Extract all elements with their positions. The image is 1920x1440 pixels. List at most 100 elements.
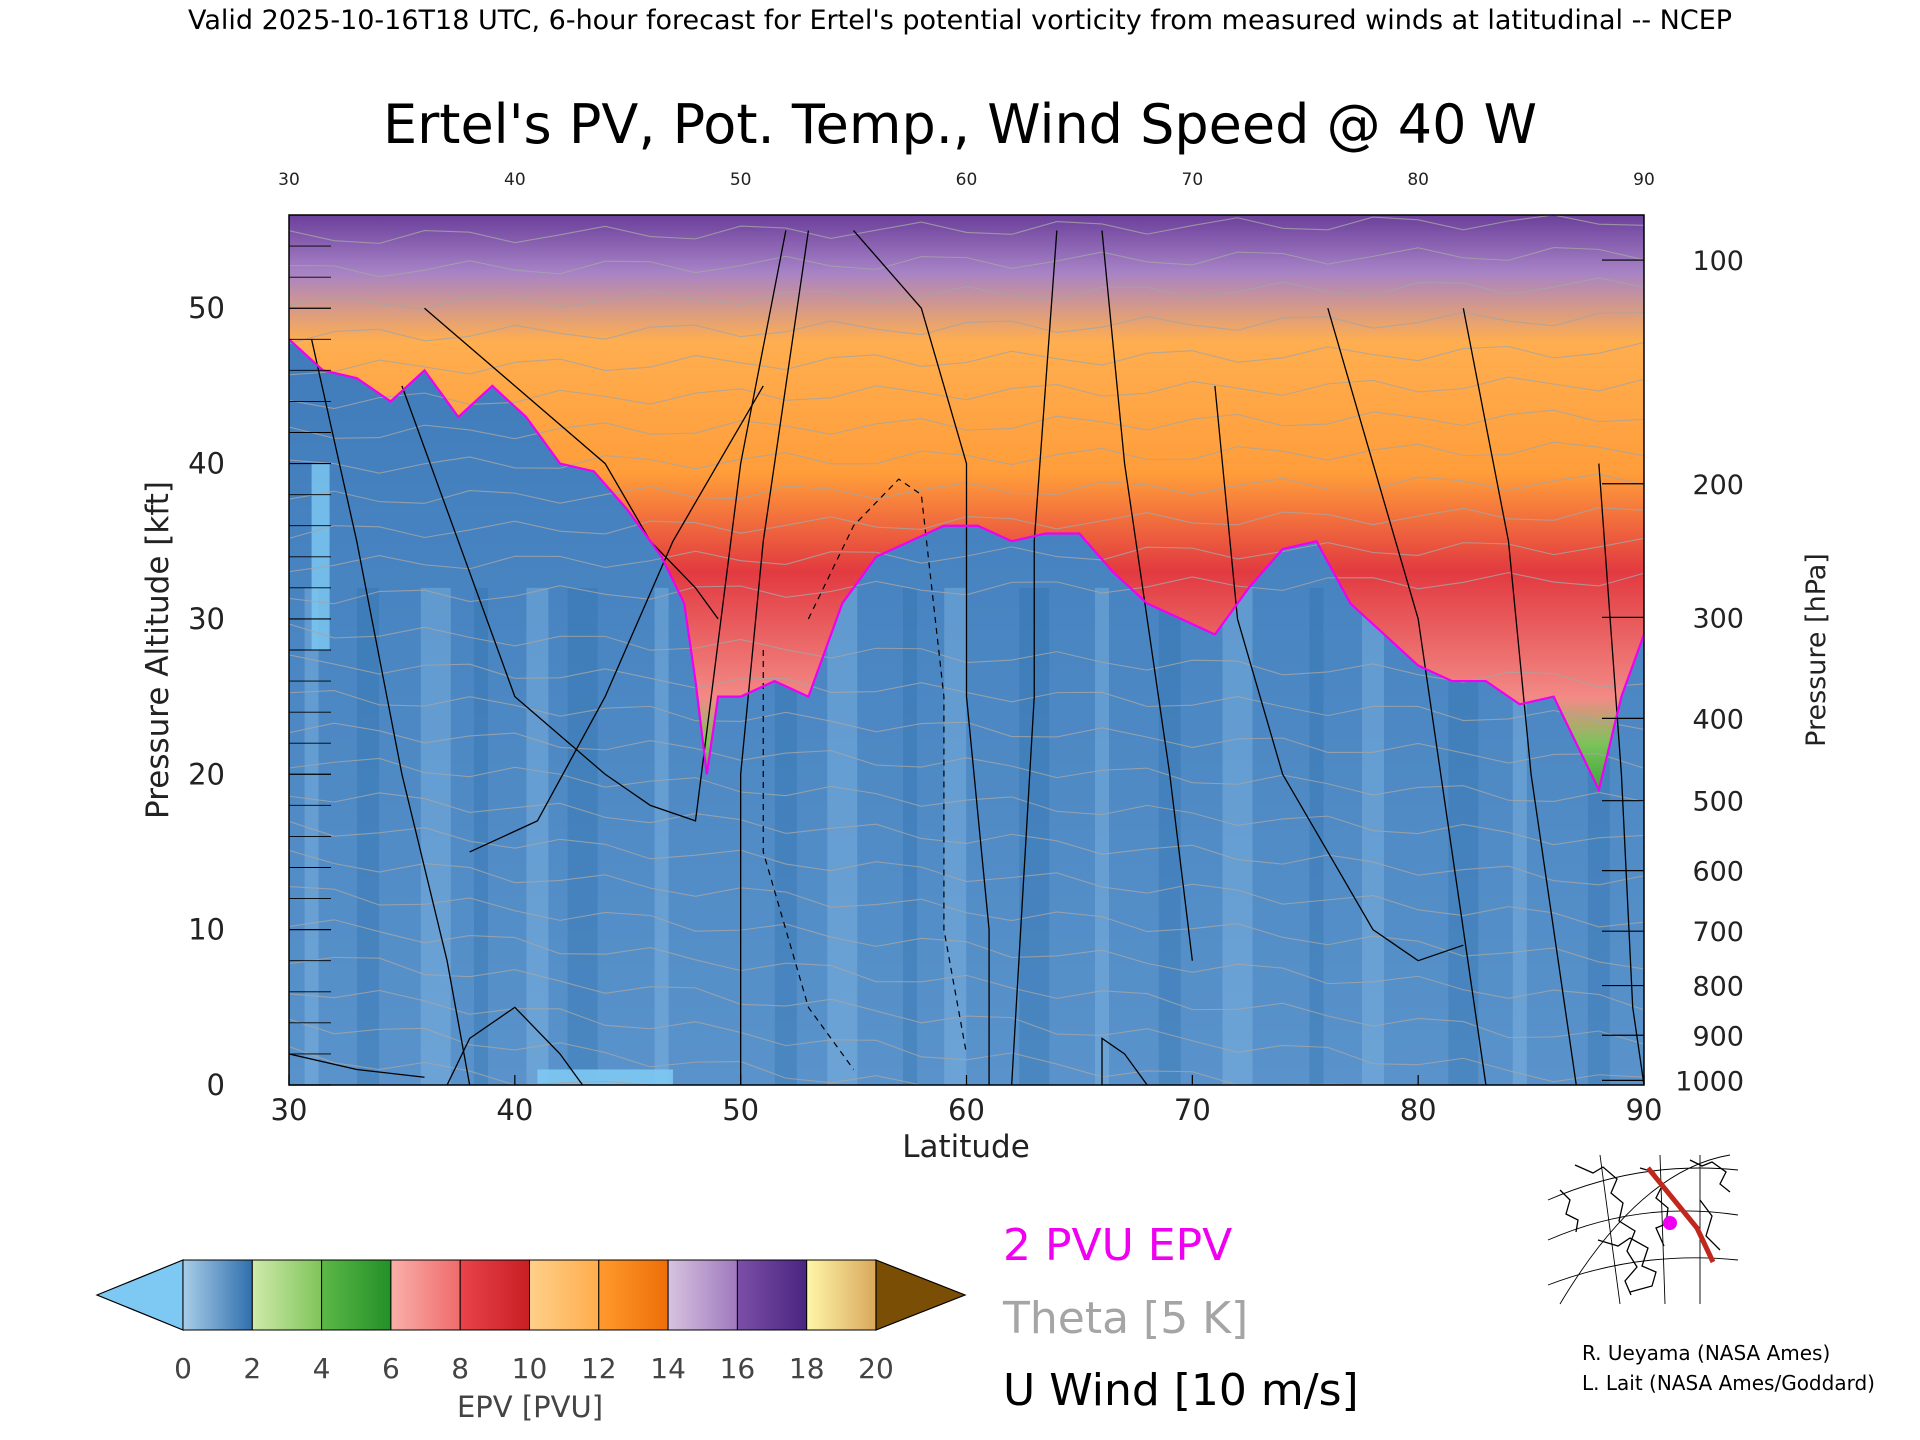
theta-isentrope [289,989,1644,1085]
theta-isentrope [289,722,1644,802]
u-wind-contour [1101,1037,1148,1085]
tropo-streak [1222,587,1253,1085]
colorbar-tick-label: 12 [581,1352,617,1385]
legend-wind-label: U Wind [10 m/s] [1003,1365,1359,1416]
u-wind-contour [853,230,990,1085]
tropo-streak [526,587,549,1085]
tropo-streak [1158,587,1181,1085]
plot-area: 30 40 50 60 70 80 90 30 40 50 60 70 80 90 0 10 20 30 40 5… [140,170,1832,1165]
y-axis-ticks-left: 0 10 20 30 40 50 [188,245,331,1102]
pressure-tick-label: 1000 [1675,1066,1744,1097]
u-wind-contour [1327,308,1487,1085]
y-tick-label: 50 [188,291,225,325]
x-tick-label: 60 [948,1093,985,1127]
colorbar-tick-label: 0 [174,1352,192,1385]
legend-theta-label: Theta [5 K] [1002,1293,1248,1344]
y-axis-label: Pressure Altitude [kft] [140,481,176,819]
x-tick-label-top: 30 [278,170,300,190]
y-tick-label: 40 [188,447,225,481]
u-wind-contour [740,230,810,1085]
theta-isentrope [289,376,1644,410]
x-axis-label: Latitude [902,1129,1030,1165]
x-tick-label: 90 [1626,1093,1663,1127]
colorbar-tick-label: 10 [512,1352,548,1385]
x-tick-label-top: 70 [1182,170,1204,190]
pressure-tick-label: 600 [1692,857,1744,888]
x-tick-label: 50 [722,1093,759,1127]
tropo-streak [827,587,858,1085]
theta-isentrope [289,215,1644,244]
theta-isentrope [289,1018,1644,1085]
u-wind-contour [1598,463,1644,1085]
theta-isentrope [289,792,1644,886]
u-wind-contour [289,1053,425,1078]
x-tick-label: 30 [271,1093,308,1127]
map-graticule [1547,1154,1739,1305]
credits-line-1: R. Ueyama (NASA Ames) [1582,1341,1830,1365]
tropo-streak [944,587,967,1085]
chart-title: Ertel's PV, Pot. Temp., Wind Speed @ 40 … [383,93,1537,156]
pressure-tick-label: 500 [1692,787,1744,818]
colorbar-segment [459,1259,531,1331]
y-tick-label: 20 [188,757,225,791]
u-wind-contour [446,1006,584,1085]
header-valid-line: Valid 2025-10-16T18 UTC, 6-hour forecast… [188,5,1732,36]
x-axis-ticks-bottom: 30 40 50 60 70 80 90 [271,1075,1663,1127]
pressure-tick-label: 700 [1692,917,1744,948]
colorbar-segment [251,1259,323,1331]
pressure-tick-label: 900 [1692,1021,1744,1052]
tropo-streak [420,587,451,1085]
x-axis-ticks-top: 30 40 50 60 70 80 90 [278,170,1655,190]
theta-isentrope [289,956,1644,1083]
colorbar-tick-label: 18 [789,1352,825,1385]
colorbar-label: EPV [PVU] [457,1390,603,1424]
y-tick-label: 0 [207,1068,225,1102]
pressure-tick-label: 300 [1692,603,1744,634]
tropo-streak [1362,587,1384,1085]
tropo-streak [1512,587,1527,1085]
u-wind-contour-negative [762,650,855,1070]
colorbar-segment [667,1259,738,1331]
wind-contours [289,230,1644,1085]
colorbar-tick-label: 20 [858,1352,894,1385]
tropo-streak [567,587,598,1085]
tropo-streak [473,587,488,1085]
y-axis-ticks-right: 100 200 300 400 500 600 700 800 900 1000 [1602,246,1744,1097]
pressure-tick-label: 400 [1692,704,1744,735]
inset-map [1543,1154,1740,1305]
pressure-tick-label: 800 [1692,972,1744,1003]
map-track-line [1646,1166,1716,1264]
colorbar-tick-label: 2 [243,1352,261,1385]
colorbar-segment [736,1259,808,1331]
colorbar-segments [182,1259,877,1331]
colorbar: 0 2 4 6 8 10 12 14 16 18 20 EPV [PVU] [95,1259,967,1424]
tropo-streak [774,587,797,1085]
theta-isentrope [289,690,1644,769]
y-tick-label: 30 [188,602,225,636]
pressure-tick-label: 200 [1692,470,1744,501]
map-location-marker [1663,1216,1677,1230]
colorbar-segment [390,1259,461,1331]
u-wind-contour [401,230,787,822]
x-tick-label-top: 40 [504,170,526,190]
theta-isentrope [289,849,1644,970]
theta-isentrope [289,441,1644,474]
u-wind-contour [1462,308,1577,1085]
tropo-streak [357,587,380,1085]
legend-epv-label: 2 PVU EPV [1003,1220,1232,1271]
theta-isentrope [289,919,1644,1045]
theta-isentrope [289,311,1644,345]
colorbar-segment [182,1259,253,1331]
theta-isentrope [289,277,1644,310]
colorbar-tick-label: 14 [650,1352,686,1385]
u-wind-contour [310,339,471,1085]
x-tick-label-top: 90 [1633,170,1655,190]
theta-isentrope [289,757,1644,846]
theta-isentrope [289,247,1644,278]
theta-isentrope [289,820,1644,928]
x-tick-label: 40 [496,1093,533,1127]
x-tick-label-top: 60 [956,170,978,190]
tropo-streak [654,587,669,1085]
x-tick-label: 70 [1174,1093,1211,1127]
